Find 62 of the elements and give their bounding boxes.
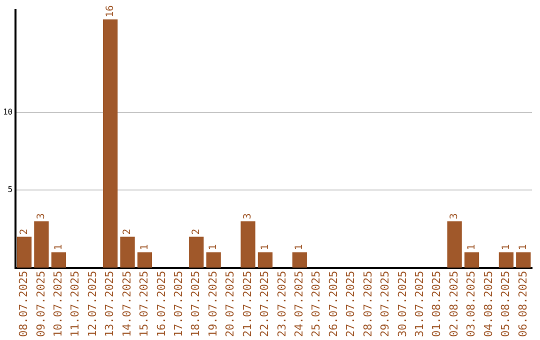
- x-tick-label: 30.07.2025: [396, 270, 409, 338]
- x-tick-label: 14.07.2025: [120, 270, 134, 338]
- bar: [137, 252, 152, 268]
- x-tick-label: 18.07.2025: [189, 270, 202, 338]
- x-tick-label: 09.07.2025: [34, 270, 48, 338]
- x-tick-label: 03.08.2025: [464, 270, 478, 338]
- x-tick-label: 27.07.2025: [344, 270, 358, 338]
- x-tick-label: 22.07.2025: [258, 270, 272, 338]
- x-tick-label: 24.07.2025: [292, 270, 306, 338]
- bar: [189, 236, 204, 268]
- bar: [51, 252, 66, 268]
- data-label: 1: [466, 244, 478, 250]
- x-tick-label: 19.07.2025: [206, 270, 220, 338]
- bar: [16, 236, 32, 268]
- data-label: 1: [139, 244, 150, 250]
- data-label: 1: [260, 244, 271, 250]
- x-tick-label: 05.08.2025: [499, 270, 512, 338]
- data-label: 3: [242, 213, 254, 220]
- x-tick-label: 02.08.2025: [447, 270, 460, 338]
- data-label: 1: [518, 244, 529, 250]
- bar: [292, 252, 307, 268]
- data-label: 16: [104, 5, 116, 18]
- data-label: 3: [36, 213, 48, 220]
- bar: [240, 221, 256, 268]
- x-tick-label: 20.07.2025: [224, 270, 237, 338]
- x-tick-label: 06.08.2025: [516, 270, 530, 338]
- y-tick-label: 10: [2, 108, 13, 117]
- x-tick-label: 10.07.2025: [52, 270, 65, 338]
- x-tick-label: 29.07.2025: [378, 270, 392, 338]
- x-tick-label: 13.07.2025: [103, 270, 116, 338]
- x-tick-label: 12.07.2025: [86, 270, 99, 338]
- x-tick-label: 25.07.2025: [310, 270, 323, 338]
- bar: [258, 252, 273, 268]
- bar: [102, 19, 118, 268]
- data-label: 2: [190, 228, 202, 235]
- x-tick-label: 31.07.2025: [412, 270, 426, 338]
- bar: [498, 252, 514, 268]
- x-tick-label: 01.08.2025: [430, 270, 444, 338]
- y-tick-label: 5: [8, 185, 13, 194]
- data-label: 1: [208, 244, 220, 250]
- bar: [206, 252, 221, 268]
- x-tick-label: 11.07.2025: [68, 270, 82, 338]
- bar: [34, 221, 49, 268]
- data-label: 1: [294, 244, 306, 250]
- data-label: 1: [500, 244, 512, 250]
- x-tick-label: 15.07.2025: [138, 270, 151, 338]
- x-tick-label: 21.07.2025: [240, 270, 254, 338]
- x-tick-label: 26.07.2025: [326, 270, 340, 338]
- bar: [447, 221, 462, 268]
- data-label: 1: [53, 244, 64, 250]
- data-label: 3: [449, 213, 460, 220]
- data-label: 2: [18, 228, 30, 235]
- x-tick-label: 28.07.2025: [361, 270, 374, 338]
- bar: [120, 236, 135, 268]
- x-tick-label: 23.07.2025: [275, 270, 288, 338]
- bar: [516, 252, 531, 268]
- bar: [464, 252, 480, 268]
- x-tick-label: 17.07.2025: [172, 270, 186, 338]
- x-tick-label: 04.08.2025: [482, 270, 495, 338]
- data-label: 2: [122, 228, 134, 235]
- x-tick-label: 08.07.2025: [17, 270, 30, 338]
- x-tick-label: 16.07.2025: [154, 270, 168, 338]
